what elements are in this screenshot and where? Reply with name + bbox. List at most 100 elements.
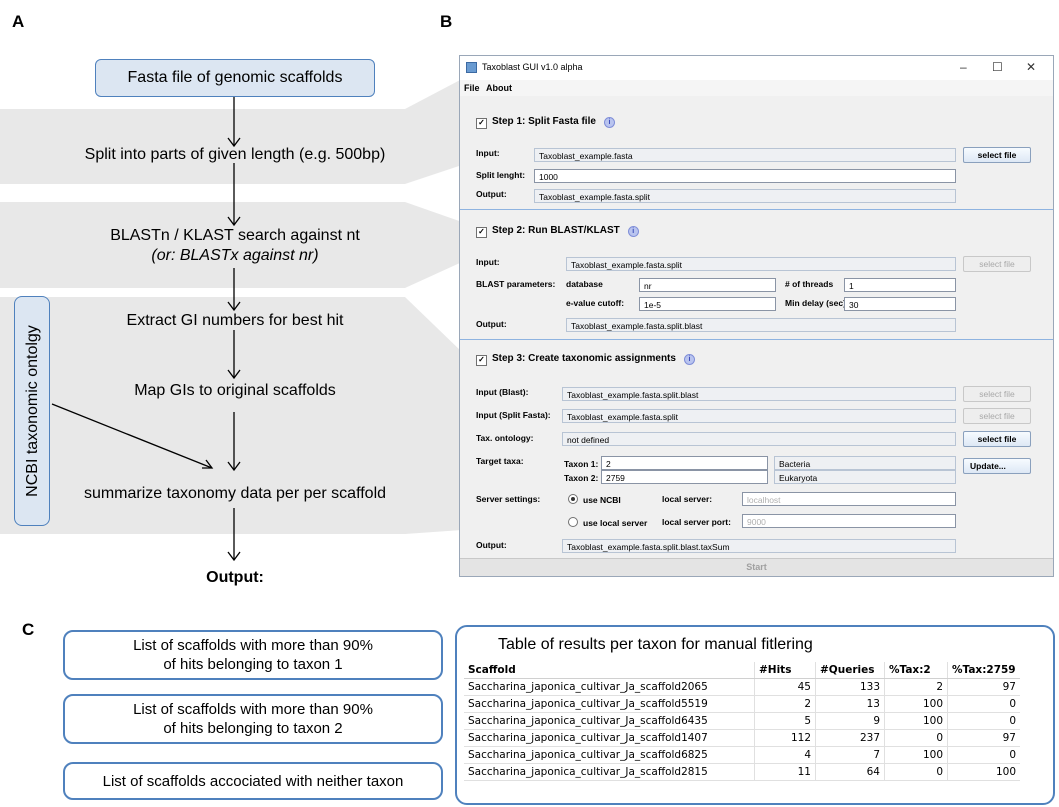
info-icon[interactable]: i: [603, 117, 615, 128]
step3-output-field: Taxoblast_example.fasta.split.blast.taxS…: [562, 539, 956, 553]
table-row: Saccharina_japonica_cultivar_Ja_scaffold…: [464, 729, 1020, 747]
step-blast-alt-text: (or: BLASTx against nr): [60, 246, 410, 266]
menu-about[interactable]: About: [486, 83, 512, 93]
info-icon[interactable]: i: [627, 226, 639, 237]
database-input[interactable]: nr: [639, 278, 776, 292]
threads-input[interactable]: 1: [844, 278, 956, 292]
taxon1-input[interactable]: 2: [601, 456, 768, 470]
table-row: Saccharina_japonica_cultivar_Ja_scaffold…: [464, 712, 1020, 730]
step2-output-field: Taxoblast_example.fasta.split.blast: [566, 318, 956, 332]
tax2-cell: 100: [884, 695, 948, 713]
input-blast-label: Input (Blast):: [476, 387, 529, 397]
step-extract-text: Extract GI numbers for best hit: [126, 312, 344, 329]
tax2759-cell: 100: [947, 763, 1020, 781]
step2-input-field[interactable]: Taxoblast_example.fasta.split: [566, 257, 956, 271]
hits-cell: 112: [754, 729, 816, 747]
tax-ontology-field[interactable]: not defined: [562, 432, 956, 446]
separator-2: [460, 339, 1053, 340]
update-button[interactable]: Update...: [963, 458, 1031, 474]
use-ncbi-option[interactable]: use NCBI: [568, 494, 621, 505]
panel-label-c: C: [22, 620, 35, 639]
split-select-file-button[interactable]: select file: [963, 408, 1031, 424]
scaffold-cell: Saccharina_japonica_cultivar_Ja_scaffold…: [464, 746, 755, 764]
queries-cell: 13: [815, 695, 885, 713]
table-row: Saccharina_japonica_cultivar_Ja_scaffold…: [464, 695, 1020, 713]
use-local-server-label: use local server: [583, 518, 648, 528]
step-blast-alt-italic: (or: BLASTx against nr): [151, 247, 319, 264]
java-app-icon: [466, 62, 477, 73]
use-local-server-radio[interactable]: [568, 517, 578, 527]
taxon2-input[interactable]: 2759: [601, 470, 768, 484]
step2-select-file-button[interactable]: select file: [963, 256, 1031, 272]
window-title: Taxoblast GUI v1.0 alpha: [482, 62, 583, 72]
step1-input-label: Input:: [476, 148, 500, 158]
queries-cell: 133: [815, 678, 885, 696]
tax2759-cell: 97: [947, 729, 1020, 747]
taxon1-name: Bacteria: [774, 456, 956, 470]
hits-cell: 11: [754, 763, 816, 781]
table-row: Saccharina_japonica_cultivar_Ja_scaffold…: [464, 746, 1020, 764]
info-icon[interactable]: i: [683, 354, 695, 365]
tax2-cell: 2: [884, 678, 948, 696]
col-scaffold: Scaffold: [464, 662, 755, 679]
menu-file[interactable]: File: [464, 83, 480, 93]
use-local-server-option[interactable]: use local server: [568, 517, 647, 528]
evalue-input[interactable]: 1e-5: [639, 297, 776, 311]
target-taxa-label: Target taxa:: [476, 456, 524, 466]
step1-input-field[interactable]: Taxoblast_example.fasta: [534, 148, 956, 162]
hits-cell: 4: [754, 746, 816, 764]
scaffold-cell: Saccharina_japonica_cultivar_Ja_scaffold…: [464, 763, 755, 781]
close-icon[interactable]: ✕: [1026, 60, 1037, 74]
ncbi-ontology-box: [14, 296, 50, 526]
database-label: database: [566, 279, 603, 289]
output-taxon1-line1: List of scaffolds with more than 90%: [133, 637, 373, 654]
minimize-icon[interactable]: –: [960, 60, 967, 74]
local-server-label: local server:: [662, 494, 713, 504]
separator-1: [460, 209, 1053, 210]
start-button[interactable]: Start: [460, 558, 1053, 576]
scaffold-cell: Saccharina_japonica_cultivar_Ja_scaffold…: [464, 678, 755, 696]
col-hits: #Hits: [754, 662, 816, 679]
input-blast-field[interactable]: Taxoblast_example.fasta.split.blast: [562, 387, 956, 401]
ncbi-ontology-label: NCBI taxonomic ontolgy: [24, 325, 41, 497]
local-server-input[interactable]: localhost: [742, 492, 956, 506]
queries-cell: 9: [815, 712, 885, 730]
split-length-input[interactable]: 1000: [534, 169, 956, 183]
min-delay-input[interactable]: 30: [844, 297, 956, 311]
ontology-select-file-button[interactable]: select file: [963, 431, 1031, 447]
results-table: Scaffold #Hits #Queries %Tax:2 %Tax:2759…: [464, 662, 1020, 781]
table-row: Saccharina_japonica_cultivar_Ja_scaffold…: [464, 763, 1020, 781]
scaffold-cell: Saccharina_japonica_cultivar_Ja_scaffold…: [464, 729, 755, 747]
step1-select-file-button[interactable]: select file: [963, 147, 1031, 163]
output-taxon2-line1: List of scaffolds with more than 90%: [133, 701, 373, 718]
scaffold-cell: Saccharina_japonica_cultivar_Ja_scaffold…: [464, 712, 755, 730]
step2-checkbox[interactable]: ✓: [476, 227, 487, 238]
queries-cell: 7: [815, 746, 885, 764]
table-header-row: Scaffold #Hits #Queries %Tax:2 %Tax:2759: [464, 662, 1020, 679]
blast-params-label: BLAST parameters:: [476, 279, 556, 289]
evalue-label: e-value cutoff:: [566, 298, 625, 308]
band-split: [0, 79, 462, 184]
step1-checkbox[interactable]: ✓: [476, 118, 487, 129]
output-taxon2-line2: of hits belonging to taxon 2: [163, 720, 343, 737]
taxon2-label: Taxon 2:: [564, 473, 599, 483]
tax2-cell: 100: [884, 712, 948, 730]
input-split-field[interactable]: Taxoblast_example.fasta.split: [562, 409, 956, 423]
step2-header: ✓ Step 2: Run BLAST/KLAST i: [476, 225, 639, 238]
use-ncbi-radio[interactable]: [568, 494, 578, 504]
taxoblast-window: Taxoblast GUI v1.0 alpha – ☐ ✕ File Abou…: [459, 55, 1054, 577]
input-split-label: Input (Split Fasta):: [476, 410, 551, 420]
step3-checkbox[interactable]: ✓: [476, 355, 487, 366]
hits-cell: 5: [754, 712, 816, 730]
step1-output-field: Taxoblast_example.fasta.split: [534, 189, 956, 203]
maximize-icon[interactable]: ☐: [992, 60, 1003, 74]
taxon2-name: Eukaryota: [774, 470, 956, 484]
band-blast: [0, 202, 462, 288]
split-length-label: Split lenght:: [476, 170, 526, 180]
band-taxonomy: [0, 297, 462, 534]
local-port-input[interactable]: 9000: [742, 514, 956, 528]
step2-input-label: Input:: [476, 257, 500, 267]
blast-select-file-button[interactable]: select file: [963, 386, 1031, 402]
step-split-text: Split into parts of given length (e.g. 5…: [84, 146, 386, 163]
